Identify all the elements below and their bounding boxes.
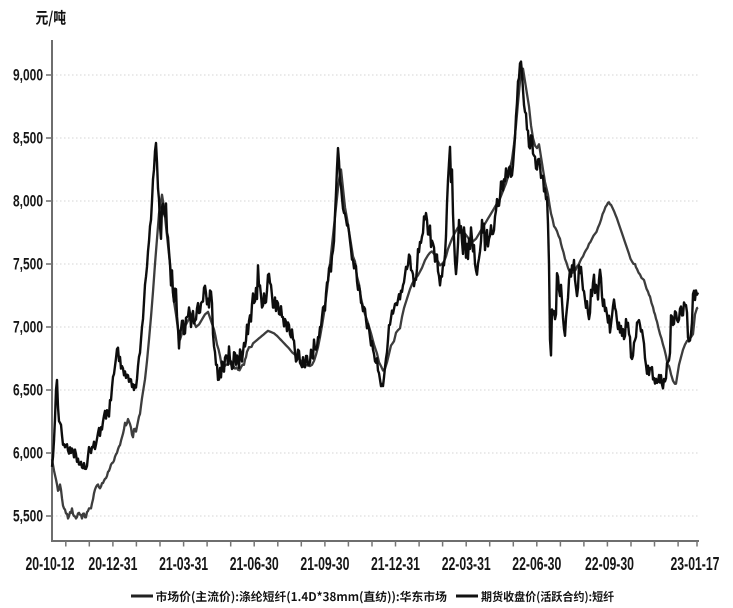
svg-text:21-12-31: 21-12-31 <box>371 554 420 574</box>
svg-text:7,000: 7,000 <box>13 318 43 337</box>
svg-text:23-01-17: 23-01-17 <box>671 554 720 574</box>
svg-text:8,500: 8,500 <box>13 129 43 148</box>
svg-text:6,000: 6,000 <box>13 444 43 463</box>
svg-text:22-03-31: 22-03-31 <box>442 554 491 574</box>
svg-text:22-09-30: 22-09-30 <box>585 554 634 574</box>
svg-text:20-10-12: 20-10-12 <box>26 554 75 574</box>
svg-text:5,500: 5,500 <box>13 507 43 526</box>
svg-text:6,500: 6,500 <box>13 381 43 400</box>
svg-text:21-09-30: 21-09-30 <box>300 554 349 574</box>
svg-text:9,000: 9,000 <box>13 66 43 85</box>
svg-text:7,500: 7,500 <box>13 255 43 274</box>
svg-text:21-03-31: 21-03-31 <box>159 554 208 574</box>
svg-text:21-06-30: 21-06-30 <box>230 554 279 574</box>
svg-text:8,000: 8,000 <box>13 192 43 211</box>
svg-text:20-12-31: 20-12-31 <box>88 554 137 574</box>
svg-text:22-06-30: 22-06-30 <box>512 554 561 574</box>
